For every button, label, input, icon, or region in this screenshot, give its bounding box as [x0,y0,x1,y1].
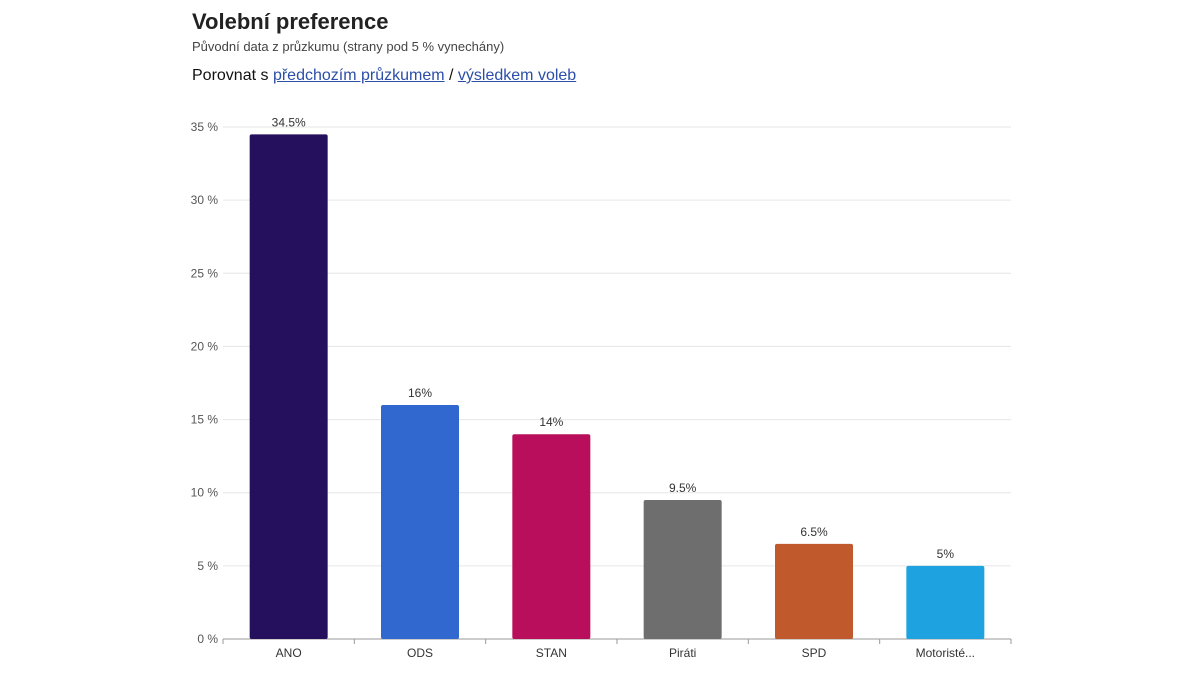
compare-separator: / [449,67,454,84]
y-tick-label: 15 % [191,413,219,427]
chart-header: Volební preference Původní data z průzku… [192,8,576,86]
y-tick-label: 35 % [191,120,219,134]
bar-value-label: 16% [408,386,432,400]
y-tick-label: 30 % [191,193,219,207]
bar-ods [381,404,459,639]
y-tick-label: 10 % [191,486,219,500]
x-tick-label: ANO [276,646,302,660]
y-tick-label: 0 % [197,632,218,646]
y-tick-label: 25 % [191,266,219,280]
y-tick-label: 5 % [197,559,218,573]
compare-line: Porovnat s předchozím průzkumem / výsled… [192,66,576,86]
compare-election-result-link[interactable]: výsledkem voleb [457,67,577,84]
bar-ano [249,134,328,640]
bar-value-label: 5% [937,547,955,561]
bar-motoristé [906,565,985,639]
bar-value-label: 14% [539,415,563,429]
bar-stan [512,434,591,639]
bar-piráti [643,500,722,639]
x-tick-label: Piráti [669,646,696,660]
bar-value-label: 34.5% [272,115,306,129]
x-tick-label: Motoristé... [916,646,975,660]
y-tick-label: 20 % [191,339,219,353]
x-tick-label: SPD [802,646,827,660]
compare-prefix: Porovnat s [192,67,269,84]
bar-value-label: 6.5% [800,525,828,539]
chart-title: Volební preference [192,9,389,34]
x-tick-label: ODS [407,646,433,660]
chart-subtitle: Původní data z průzkumu (strany pod 5 % … [192,39,505,54]
x-tick-label: STAN [536,646,567,660]
bar-value-label: 9.5% [669,481,697,495]
bar-spd [775,543,853,639]
compare-previous-poll-link[interactable]: předchozím průzkumem [272,67,445,84]
